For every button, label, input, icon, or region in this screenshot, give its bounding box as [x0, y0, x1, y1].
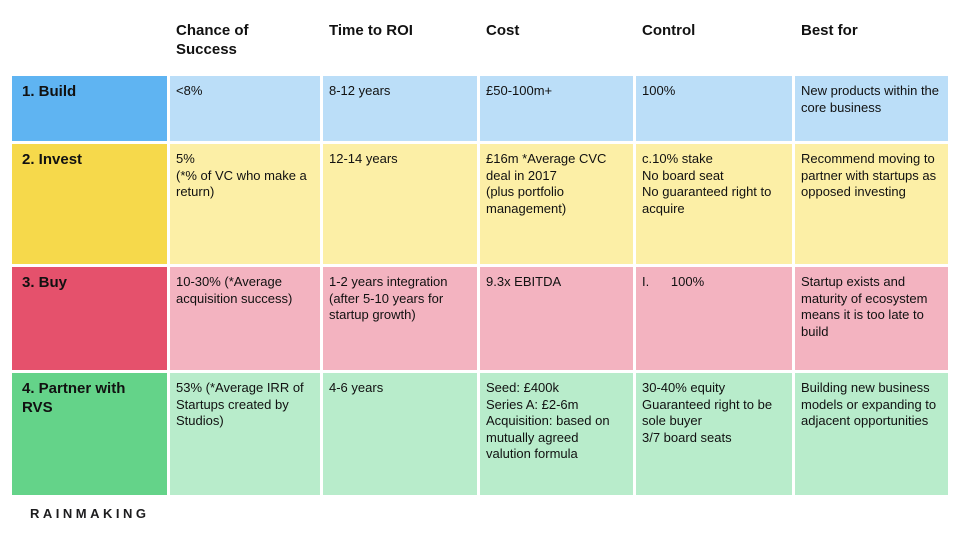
row-label-invest: 2. Invest [12, 144, 167, 264]
cell-partner-control: 30-40% equity Guaranteed right to be sol… [636, 373, 792, 495]
column-header-label: Chance of Success [176, 22, 249, 58]
column-header-label: Cost [486, 22, 520, 39]
cell-buy-control: I. 100% [636, 267, 792, 370]
cell-buy-chance-of-success: 10-30% (*Average acquisition success) [170, 267, 320, 370]
row-label-text: 3. Buy [22, 274, 68, 291]
row-label-partner-with-rvs: 4. Partner with RVS [12, 373, 167, 495]
row-label-text: 4. Partner with RVS [22, 380, 126, 416]
cell-build-best-for: New products within the core business [795, 76, 948, 141]
cell-partner-best-for: Building new business models or expandin… [795, 373, 948, 495]
cell-invest-time-to-roi: 12-14 years [323, 144, 477, 264]
cell-partner-time-to-roi: 4-6 years [323, 373, 477, 495]
cell-partner-chance-of-success: 53% (*Average IRR of Startups created by… [170, 373, 320, 495]
options-comparison-table: Chance of Success Time to ROI Cost Contr… [12, 20, 948, 495]
row-label-text: 2. Invest [22, 151, 83, 168]
row-label-text: 1. Build [22, 83, 77, 100]
column-header-chance-of-success: Chance of Success [170, 20, 320, 73]
cell-buy-cost: 9.3x EBITDA [480, 267, 633, 370]
cell-build-cost: £50-100m+ [480, 76, 633, 141]
cell-buy-time-to-roi: 1-2 years integration (after 5-10 years … [323, 267, 477, 370]
cell-invest-best-for: Recommend moving to partner with startup… [795, 144, 948, 264]
corner-cell [12, 20, 167, 73]
cell-partner-cost: Seed: £400k Series A: £2-6m Acquisition:… [480, 373, 633, 495]
cell-buy-best-for: Startup exists and maturity of ecosystem… [795, 267, 948, 370]
cell-invest-control: c.10% stake No board seat No guaranteed … [636, 144, 792, 264]
cell-build-control: 100% [636, 76, 792, 141]
column-header-label: Control [642, 22, 696, 39]
row-label-buy: 3. Buy [12, 267, 167, 370]
cell-build-time-to-roi: 8-12 years [323, 76, 477, 141]
column-header-best-for: Best for [795, 20, 948, 73]
cell-invest-chance-of-success: 5% (*% of VC who make a return) [170, 144, 320, 264]
row-label-build: 1. Build [12, 76, 167, 141]
rainmaking-logo: RAINMAKING [30, 506, 150, 521]
cell-invest-cost: £16m *Average CVC deal in 2017 (plus por… [480, 144, 633, 264]
cell-build-chance-of-success: <8% [170, 76, 320, 141]
column-header-time-to-roi: Time to ROI [323, 20, 477, 73]
column-header-label: Best for [801, 22, 858, 39]
column-header-label: Time to ROI [329, 22, 413, 39]
column-header-cost: Cost [480, 20, 633, 73]
column-header-control: Control [636, 20, 792, 73]
